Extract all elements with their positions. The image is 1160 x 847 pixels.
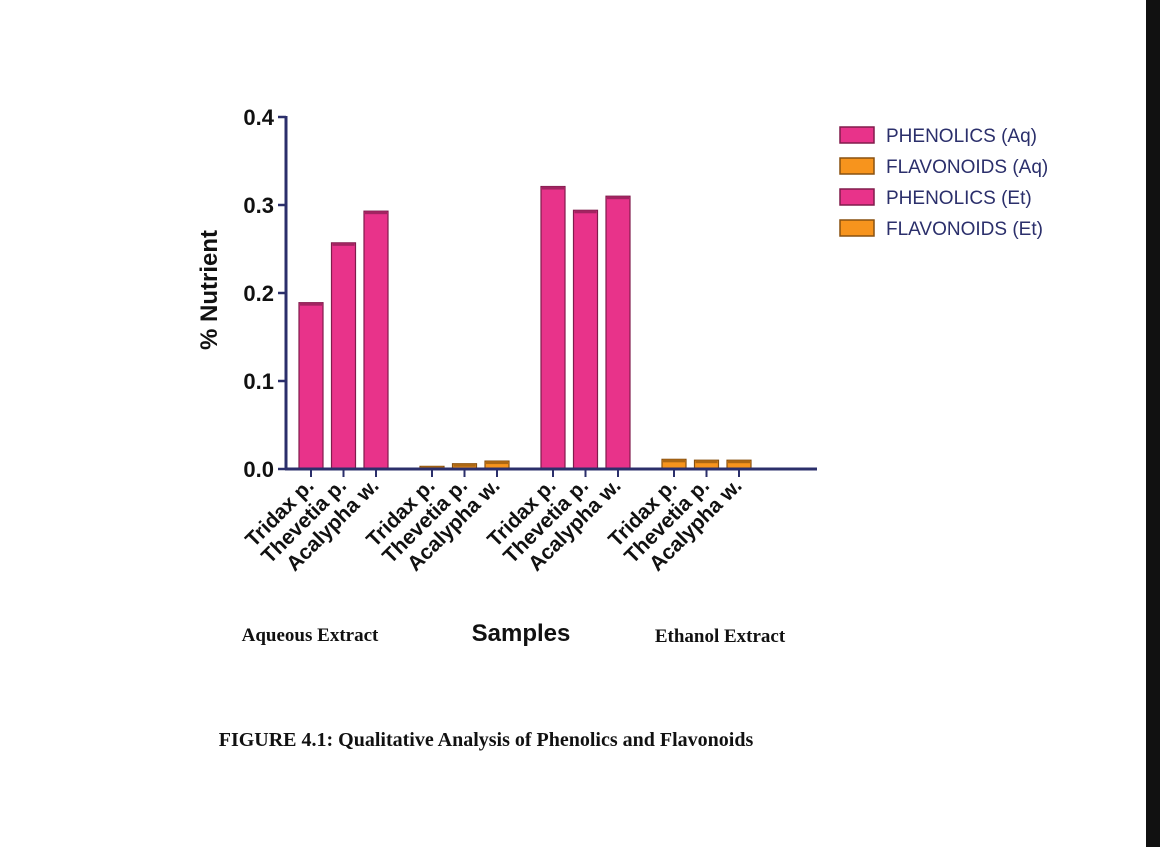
bar-cap-1-2 [486,461,508,465]
figure-caption: FIGURE 4.1: Qualitative Analysis of Phen… [219,729,754,751]
y-tick-label-3: 0.3 [243,193,274,218]
y-tick-label-1: 0.1 [243,369,274,394]
bar-cap-0-0 [300,302,322,306]
bars-layer [298,185,752,470]
bar-cap-3-1 [695,460,718,464]
bar-cap-2-2 [607,196,629,200]
y-axis-label: % Nutrient [196,230,223,350]
legend-label-2: PHENOLICS (Et) [886,188,1032,209]
group-label-aqueous: Aqueous Extract [242,625,379,646]
y-tick-label-0: 0.0 [243,457,274,482]
bar-0-0 [298,302,324,470]
y-tick-label-2: 0.2 [243,281,274,306]
bar-2-1 [572,209,599,470]
y-tick-label-4: 0.4 [243,105,274,130]
legend-swatch-0 [839,126,875,144]
x-ticks-layer: Tridax p.Thevetia p.Acalypha w.Tridax p.… [241,469,747,576]
legend-label-0: PHENOLICS (Aq) [886,126,1037,147]
bar-cap-0-1 [332,242,355,246]
bar-0-1 [330,242,357,470]
legend-swatch-1 [839,157,875,175]
bar-cap-3-0 [663,459,685,463]
y-ticks-layer: 0.0 0.1 0.2 0.3 0.4 [243,105,286,482]
bar-cap-2-0 [542,186,564,190]
bar-cap-1-1 [453,463,476,467]
bar-cap-2-1 [574,210,597,214]
bar-cap-3-2 [728,460,750,464]
page-border [1146,0,1160,847]
legend-label-3: FLAVONOIDS (Et) [886,219,1043,240]
bar-2-2 [605,195,631,470]
group-label-ethanol: Ethanol Extract [655,626,786,647]
legend: PHENOLICS (Aq) FLAVONOIDS (Aq) PHENOLICS (… [839,126,1048,240]
legend-label-1: FLAVONOIDS (Aq) [886,157,1048,178]
legend-swatch-2 [839,188,875,206]
x-axis-label: Samples [472,620,571,647]
bar-0-2 [363,210,389,470]
bar-2-0 [540,185,566,470]
legend-swatch-3 [839,219,875,237]
bar-cap-0-2 [365,211,387,215]
